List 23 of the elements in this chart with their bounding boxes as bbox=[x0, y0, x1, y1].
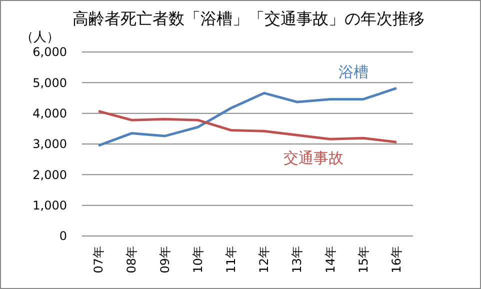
y-tick-label: 5,000 bbox=[32, 76, 67, 90]
line-series bbox=[97, 86, 398, 147]
x-tick-label: 12年 bbox=[257, 246, 272, 274]
x-tick-label: 14年 bbox=[323, 246, 338, 274]
y-tick-label: 6,000 bbox=[32, 45, 67, 60]
x-tick-label: 08年 bbox=[124, 246, 139, 274]
x-tick-label: 10年 bbox=[190, 246, 205, 274]
chart-title: 高齢者死亡者数「浴槽」「交通事故」の年次推移 bbox=[72, 9, 424, 28]
x-tick-label: 09年 bbox=[158, 246, 172, 274]
y-tick-label: 3,000 bbox=[32, 137, 67, 152]
y-tick-label: 2,000 bbox=[32, 168, 67, 182]
y-axis-title: （人） bbox=[20, 30, 60, 45]
x-tick-label: 13年 bbox=[290, 246, 304, 274]
y-tick-label: 1,000 bbox=[32, 198, 67, 213]
series-label: 交通事故 bbox=[283, 149, 344, 168]
x-tick-label: 07年 bbox=[92, 246, 106, 274]
y-tick-label: 4,000 bbox=[32, 106, 67, 121]
x-tick-label: 15年 bbox=[356, 246, 370, 274]
line-series bbox=[97, 110, 398, 144]
x-tick-label: 16年 bbox=[389, 246, 404, 274]
y-tick-label: 0 bbox=[59, 229, 67, 244]
series-label: 浴槽 bbox=[338, 63, 368, 82]
x-tick-label: 11年 bbox=[224, 246, 238, 274]
